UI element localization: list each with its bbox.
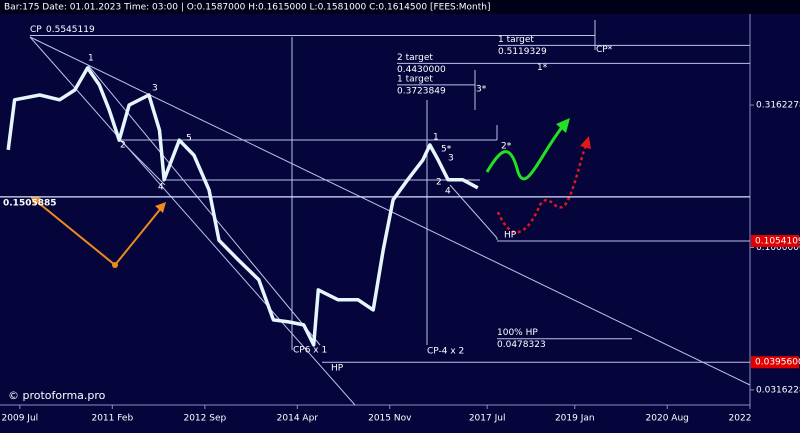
wave-label: 4 [158,183,164,193]
level-value: 0.5119329 [498,47,547,57]
header-info: Bar:175 Date: 01.01.2023 Time: 03:00 | O… [4,3,490,13]
x-tick-label: 2017 Jul [469,414,506,424]
y-tick-label: 0.0316228 [756,385,800,395]
arrow-dot [112,262,118,268]
wave-label: 3 [152,84,158,94]
watermark: © protoforma.pro [8,389,106,402]
wave-label: 1 [88,54,94,64]
arrow-head [155,202,166,213]
wave-label: 1 [433,133,439,143]
header-bar [0,0,800,14]
y-tick-label: 0.3162278 [756,101,800,111]
price-box-label: 0.1054109 [755,236,800,246]
price-box-label: 0.0395600 [755,358,800,368]
trend-line [449,184,498,239]
price-line [6,66,479,347]
x-tick-label: 2012 Sep [183,414,226,424]
level-label: CP [30,25,42,35]
arrow-head [580,136,591,149]
arrow-head [556,118,570,133]
level-label: 1 target [397,74,433,84]
wave-label: HP [331,364,344,374]
level-label: 2 target [397,53,433,63]
wave-label: CP-4 x 2 [427,347,464,357]
base-level-label: 0.1505885 [3,198,57,208]
level-value: 0.5545119 [46,25,95,35]
wave-label: 3 [448,154,454,164]
x-tick-label: 2020 Aug [646,414,689,424]
wave-label: 2* [501,142,512,152]
x-tick-label: 2009 Jul [2,414,39,424]
green-arrow [485,125,565,181]
level-label: 100% HP [497,328,538,338]
x-tick-label: 2022 [729,414,752,424]
y-tick-label: 0.1000000 [756,243,800,253]
arrow-head [30,196,41,206]
level-value: 0.3723849 [397,86,446,96]
x-tick-label: 2015 Nov [368,414,412,424]
price-box [751,356,799,369]
wave-label: 5* [441,145,452,155]
level-label: 1 target [498,35,534,45]
level-mark: CP* [596,45,613,55]
x-tick-label: 2019 Jan [555,414,595,424]
wave-label: 5 [186,134,192,144]
red-arrow [496,144,588,234]
level-value: 0.0478323 [497,340,546,350]
x-tick-label: 2011 Feb [91,414,133,424]
level-mark: 3* [476,84,487,94]
price-box [751,234,799,247]
level-mark: 1* [537,63,548,73]
level-value: 0.4430000 [397,65,446,75]
wave-label: 2 [436,178,442,188]
wave-label: CP6 x 1 [293,346,327,356]
trend-line [87,64,321,346]
forecast-arrows [30,118,591,268]
orange-arrow [34,199,163,267]
wave-label: HP [504,231,517,241]
wave-label: 4 [445,187,451,197]
x-tick-label: 2014 Apr [277,414,319,424]
trend-line [29,36,356,406]
trend-line [119,139,166,186]
wave-label: 2 [120,141,126,151]
